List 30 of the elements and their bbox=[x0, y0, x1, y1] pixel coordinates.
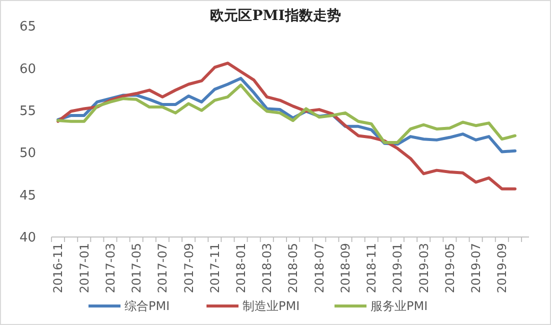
y-tick-label: 60 bbox=[19, 62, 36, 77]
x-tick-label: 2018-03 bbox=[260, 243, 274, 294]
legend-label: 制造业PMI bbox=[242, 299, 300, 314]
x-tick-label: 2018-05 bbox=[286, 243, 300, 294]
y-tick-label: 40 bbox=[19, 230, 36, 246]
x-tick-label: 2017-07 bbox=[156, 243, 170, 294]
x-tick-label: 2018-01 bbox=[234, 243, 248, 294]
line-series bbox=[56, 84, 516, 144]
x-tick-label: 2019-03 bbox=[416, 243, 431, 294]
x-tick-label: 2017-03 bbox=[103, 243, 118, 294]
x-tick-label: 2017-09 bbox=[182, 243, 196, 294]
legend-label: 服务业PMI bbox=[370, 299, 428, 314]
y-tick-label: 65 bbox=[19, 20, 36, 35]
x-tick-label: 2018-09 bbox=[338, 243, 352, 294]
y-tick-label: 50 bbox=[19, 146, 36, 162]
legend-label: 综合PMI bbox=[124, 299, 170, 314]
x-tick-label: 2017-11 bbox=[208, 243, 222, 294]
y-tick-label: 45 bbox=[19, 188, 36, 204]
x-tick-label: 2019-09 bbox=[495, 243, 510, 294]
line-series bbox=[56, 62, 516, 190]
y-tick-label: 55 bbox=[19, 104, 36, 119]
x-tick-label: 2017-01 bbox=[77, 243, 92, 294]
chart-title: 欧元区PMI指数走势 bbox=[210, 8, 341, 24]
x-tick-label: 2019-05 bbox=[442, 243, 457, 294]
x-tick-label: 2017-05 bbox=[130, 243, 144, 294]
x-tick-label: 2018-11 bbox=[364, 243, 379, 294]
x-tick-label: 2016-11 bbox=[51, 243, 66, 294]
x-tick-label: 2019-07 bbox=[469, 243, 484, 294]
x-tick-label: 2019-01 bbox=[390, 243, 405, 294]
x-tick-label: 2018-07 bbox=[312, 243, 326, 294]
